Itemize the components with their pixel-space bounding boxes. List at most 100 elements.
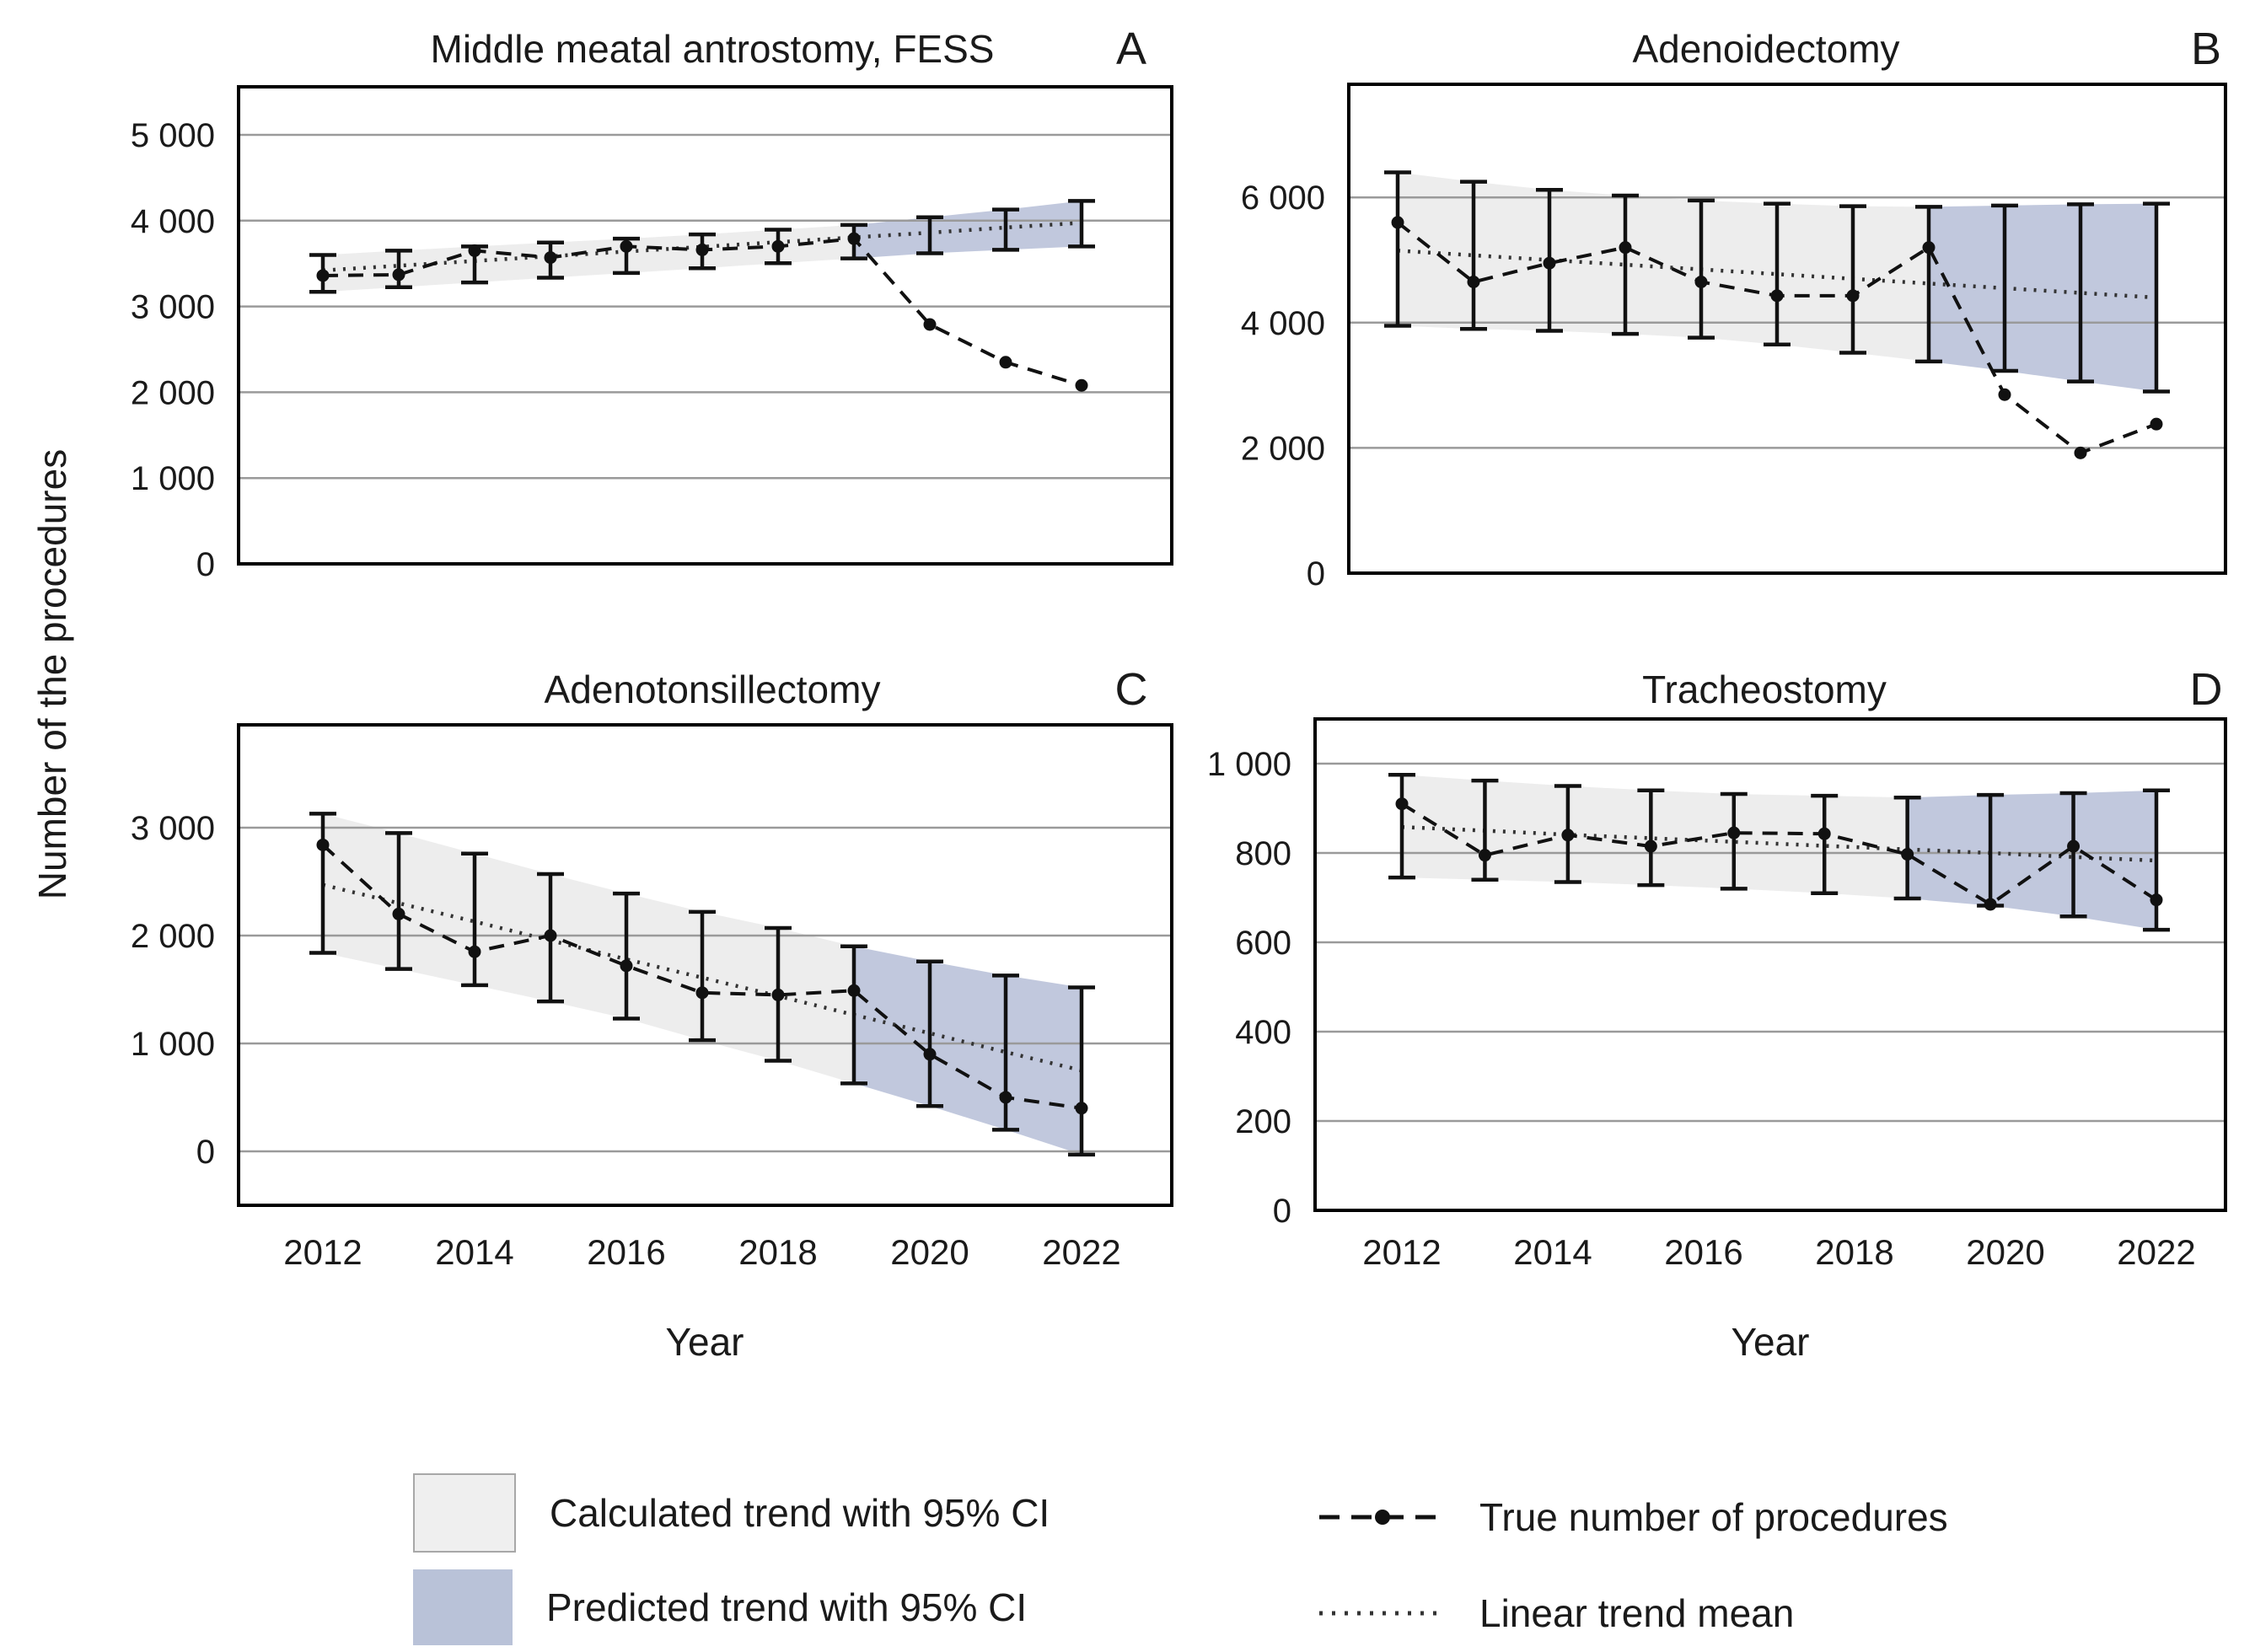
panel-D-data-point bbox=[2067, 839, 2081, 853]
panel-A-y-tick-label: 3 000 bbox=[131, 289, 215, 326]
panel-C-data-point bbox=[468, 945, 481, 958]
legend-label-calculated: Calculated trend with 95% CI bbox=[550, 1491, 1050, 1535]
panel-D-y-tick-label: 400 bbox=[1235, 1014, 1291, 1051]
panel-B-error-bar bbox=[2067, 202, 2094, 384]
panel-D-y-tick-label: 600 bbox=[1235, 925, 1291, 962]
panel-C-y-tick-label: 0 bbox=[196, 1134, 215, 1171]
panel-B-data-point bbox=[1694, 276, 1708, 289]
dashed-line-with-marker-icon bbox=[1319, 1510, 1446, 1525]
panel-D-data-point bbox=[1644, 839, 1657, 853]
panel-D-x-tick-label: 2018 bbox=[1815, 1232, 1893, 1272]
panel-B: 0 2 000 4 000 6 000 bbox=[1241, 83, 2227, 593]
panel-C-plot-border bbox=[237, 723, 1173, 1207]
panel-D-data-point bbox=[1727, 826, 1741, 839]
panel-A-data-point bbox=[923, 318, 937, 331]
panel-D-data-point bbox=[1561, 829, 1575, 842]
x-axis-label-left: Year bbox=[665, 1320, 744, 1364]
panel-B-error-bar bbox=[1384, 170, 1411, 328]
panel-B-predicted-ci-band bbox=[1929, 203, 2156, 392]
panel-c-title: Adenotonsillectomy bbox=[544, 668, 881, 711]
panel-A-calculated-ci-band bbox=[323, 224, 854, 292]
predicted-band-swatch bbox=[413, 1569, 513, 1645]
panel-C-error-bar bbox=[916, 959, 943, 1108]
panel-C-x-tick-label: 2012 bbox=[283, 1232, 362, 1272]
panel-B-error-bar bbox=[2143, 201, 2170, 394]
x-axis-label-right: Year bbox=[1731, 1320, 1810, 1364]
panel-D-true-line bbox=[1400, 802, 2158, 907]
panel-C-data-point bbox=[695, 986, 709, 1000]
panel-A-data-point bbox=[544, 251, 557, 265]
panel-A-data-point bbox=[771, 239, 785, 253]
panel-A-data-point bbox=[468, 244, 481, 257]
panel-D-y-tick-label: 0 bbox=[1273, 1193, 1291, 1230]
panel-d-letter: D bbox=[2189, 664, 2223, 715]
panel-C-data-point bbox=[392, 907, 405, 920]
panel-D-error-bar bbox=[1471, 778, 1499, 882]
panel-A-error-bar bbox=[916, 215, 943, 255]
panel-A-data-point bbox=[620, 239, 633, 253]
panel-D-y-tick-label: 800 bbox=[1235, 835, 1291, 872]
panel-A-predicted-ci-band bbox=[854, 201, 1082, 259]
panel-B-data-point bbox=[1543, 256, 1556, 270]
panel-A-y-tick-label: 0 bbox=[196, 546, 215, 583]
panel-D-error-bar bbox=[2143, 788, 2170, 932]
panel-c-letter: C bbox=[1114, 664, 1148, 715]
panel-D-x-tick-label: 2022 bbox=[2117, 1232, 2195, 1272]
panel-C-error-bar bbox=[461, 851, 488, 988]
panel-A-y-tick-label: 1 000 bbox=[131, 460, 215, 497]
legend-label-predicted: Predicted trend with 95% CI bbox=[546, 1585, 1028, 1629]
panel-B-error-bar bbox=[1460, 180, 1487, 331]
panel-B-data-point bbox=[1770, 289, 1784, 303]
panel-C-error-bar bbox=[1068, 985, 1095, 1157]
panel-D-error-bar bbox=[1388, 773, 1415, 880]
panel-A-plot-border bbox=[237, 85, 1173, 566]
panel-B-data-point bbox=[1619, 241, 1632, 255]
panel-D-data-point bbox=[1478, 849, 1491, 862]
panel-A: 0 1 000 2 000 3 000 4 000 5 000 bbox=[131, 85, 1173, 583]
panel-B-data-point bbox=[1467, 276, 1480, 289]
legend-label-true: True number of procedures bbox=[1479, 1495, 1948, 1539]
panel-D-y-tick-label: 1 000 bbox=[1207, 746, 1291, 783]
panel-C: 0 1 000 2 000 3 000 2012 2014 2016 2018 2020 2022 bbox=[131, 723, 1173, 1272]
panel-B-data-point bbox=[2150, 417, 2163, 431]
panel-B-error-bar bbox=[1991, 203, 2018, 373]
panel-b-title: Adenoidectomy bbox=[1632, 27, 1900, 71]
panel-D-data-point bbox=[2150, 893, 2163, 907]
panel-B-error-bar bbox=[1764, 201, 1791, 347]
panel-C-true-line bbox=[321, 844, 1082, 1110]
panel-B-calculated-ci-band bbox=[1398, 172, 1929, 362]
panel-B-y-tick-label: 0 bbox=[1307, 555, 1325, 593]
panel-A-error-bar bbox=[992, 207, 1019, 252]
panel-D-y-tick-label: 200 bbox=[1235, 1103, 1291, 1140]
panel-D: 0 200 400 600 800 1 000 2012 2014 2016 2018 2020 20… bbox=[1207, 717, 2227, 1272]
panel-C-data-point bbox=[771, 988, 785, 1001]
panel-C-data-point bbox=[923, 1048, 937, 1061]
panel-B-error-bar bbox=[1915, 205, 1942, 364]
panel-C-y-tick-label: 1 000 bbox=[131, 1026, 215, 1063]
panel-C-predicted-ci-band bbox=[854, 946, 1082, 1155]
panel-B-error-bar bbox=[1612, 193, 1639, 336]
panel-C-data-point bbox=[620, 959, 633, 973]
panel-B-y-tick-label: 6 000 bbox=[1241, 180, 1325, 217]
panel-A-y-tick-label: 5 000 bbox=[131, 117, 215, 154]
panel-d-title: Tracheostomy bbox=[1642, 668, 1887, 711]
panel-C-data-point bbox=[316, 838, 330, 851]
panel-B-data-point bbox=[1391, 216, 1404, 229]
panel-B-data-point bbox=[1922, 241, 1936, 255]
panel-D-error-bar bbox=[2059, 791, 2087, 919]
panel-A-data-point bbox=[392, 268, 405, 282]
panel-A-y-tick-label: 2 000 bbox=[131, 374, 215, 411]
panel-C-x-tick-label: 2014 bbox=[435, 1232, 513, 1272]
panel-a-letter: A bbox=[1115, 24, 1147, 74]
panel-D-data-point bbox=[1984, 898, 1997, 911]
panel-A-data-point bbox=[695, 243, 709, 256]
panel-D-x-tick-label: 2020 bbox=[1966, 1232, 2044, 1272]
panel-D-x-tick-label: 2012 bbox=[1362, 1232, 1441, 1272]
panel-C-data-point bbox=[999, 1091, 1012, 1104]
panel-D-predicted-ci-band bbox=[1907, 790, 2156, 931]
legend-item-predicted: Predicted trend with 95% CI bbox=[413, 1569, 1027, 1645]
panel-C-y-tick-label: 2 000 bbox=[131, 918, 215, 955]
panel-D-error-bar bbox=[1720, 791, 1748, 891]
panel-A-data-point bbox=[999, 356, 1012, 369]
